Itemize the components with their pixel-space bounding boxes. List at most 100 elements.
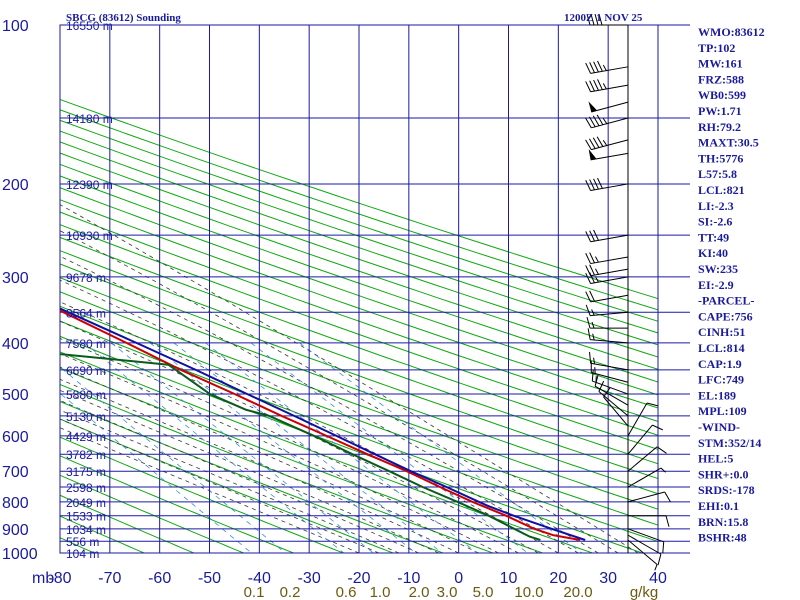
height-label: 9678 m: [66, 271, 106, 285]
index-item: HEL:5: [698, 452, 733, 466]
index-item: WMO:83612: [698, 25, 765, 39]
barb-shaft: [627, 402, 648, 437]
time-label: 1200Z 1 NOV 25: [564, 12, 643, 24]
barb-shaft: [591, 139, 629, 151]
index-item: CAP:1.9: [698, 357, 742, 371]
index-item: L57:5.8: [698, 167, 737, 181]
temperature-tick-label: 20: [549, 570, 567, 587]
barb-shaft: [598, 391, 629, 417]
moist-adiabat: [60, 409, 400, 553]
barb-feather: [585, 62, 592, 74]
barb-feather: [593, 229, 599, 241]
index-item: MPL:109: [698, 404, 747, 418]
barb-feather: [664, 491, 671, 503]
barb-half-feather: [591, 321, 595, 329]
barb-shaft: [603, 396, 629, 427]
barb-feather: [589, 230, 595, 242]
barb-feather: [652, 424, 663, 431]
temperature-tick-label: 10: [500, 570, 518, 587]
height-label: 5880 m: [66, 388, 106, 402]
dry-adiabat: [60, 305, 658, 526]
barb-shaft: [590, 256, 629, 265]
barb-feather: [592, 115, 600, 126]
wind-barb: [627, 467, 666, 488]
wind-barb: [627, 424, 663, 455]
wind-barb: [585, 136, 629, 151]
temperature-tick-label: -60: [148, 570, 171, 587]
temperature-tick-label: -50: [198, 570, 221, 587]
mixing-ratio-label: 0.2: [280, 584, 301, 600]
barb-feather: [657, 553, 662, 566]
index-item: BSHR:48: [698, 531, 747, 545]
barb-shaft: [590, 268, 629, 277]
barb-shaft: [627, 534, 662, 555]
dry-adiabat: [60, 187, 658, 396]
index-item: EI:-2.9: [698, 278, 734, 292]
barb-half-feather: [593, 357, 596, 365]
wind-barb: [585, 304, 629, 317]
moist-adiabat: [60, 279, 579, 553]
height-label: 2049 m: [66, 496, 106, 510]
wind-barb: [627, 402, 659, 437]
wind-barb: [588, 101, 629, 113]
pressure-tick-label: 300: [2, 270, 29, 287]
height-label: 1533 m: [66, 510, 106, 524]
index-item: TT:49: [698, 230, 729, 244]
barb-feather: [585, 117, 592, 129]
index-item: EL:189: [698, 388, 736, 402]
index-item: FRZ:588: [698, 72, 744, 86]
dry-adiabat: [60, 152, 658, 358]
barb-feather: [585, 272, 592, 284]
mixing-ratio-label: 2.0: [409, 584, 430, 600]
barb-feather: [585, 180, 592, 191]
index-item: SHR+:0.0: [698, 467, 749, 481]
barb-feather: [585, 139, 592, 150]
barb-feather: [592, 137, 600, 148]
y-axis-unit-label: mb: [32, 570, 54, 587]
barb-shaft: [590, 152, 629, 161]
barb-feather: [589, 62, 595, 73]
dry-adiabat: [60, 141, 658, 346]
barb-half-feather: [602, 83, 607, 90]
dry-adiabat: [60, 211, 658, 422]
height-label: 3782 m: [66, 448, 106, 462]
barb-feather: [662, 541, 665, 554]
wind-barb: [585, 264, 629, 277]
barb-shaft: [627, 467, 662, 488]
dry-adiabat: [60, 163, 658, 370]
mixing-ratio-label: 0.1: [244, 584, 265, 600]
barb-feather: [598, 13, 603, 26]
barb-feather: [603, 387, 611, 398]
barb-feather: [586, 13, 591, 26]
mixing-ratio-label: 10.0: [514, 584, 543, 600]
height-label: 14180 m: [66, 112, 113, 126]
barb-shaft: [627, 424, 653, 455]
height-label: 104 m: [66, 547, 99, 561]
barb-feather: [597, 79, 603, 90]
index-item: LCL:821: [698, 183, 745, 197]
barb-feather: [588, 116, 596, 128]
barb-shaft: [627, 446, 658, 472]
dry-adiabat: [60, 130, 658, 334]
barb-feather: [597, 177, 603, 189]
temperature-tick-label: 40: [649, 570, 667, 587]
barb-shaft: [591, 101, 629, 113]
barb-shaft: [627, 528, 664, 543]
barb-feather: [665, 515, 670, 527]
index-item: SI:-2.6: [698, 215, 732, 229]
moist-adiabat: [60, 418, 380, 553]
dry-adiabat: [60, 474, 244, 553]
chart-title: SBCG (83612) Sounding: [66, 12, 181, 24]
wind-barb: [627, 534, 662, 566]
barb-feather: [598, 380, 605, 392]
temperature-tick-label: -70: [98, 570, 121, 587]
index-item: STM:352/14: [698, 436, 761, 450]
index-item: -PARCEL-: [698, 294, 754, 308]
barb-pennant: [588, 101, 598, 112]
dry-adiabat: [60, 236, 658, 450]
wind-barb: [585, 290, 629, 303]
mixing-ratio-line: [250, 342, 528, 553]
barb-half-feather: [592, 333, 595, 341]
barb-half-feather: [602, 139, 608, 146]
index-item: CINH:51: [698, 325, 745, 339]
